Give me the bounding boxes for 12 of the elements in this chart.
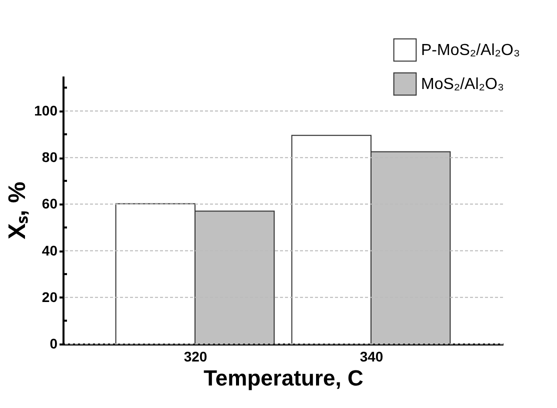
y-tick-label: 40 [42,242,58,258]
y-tick-label: 0 [50,336,58,352]
legend-label: P-MoS₂/Al₂O₃ [421,42,520,59]
legend-label: MoS₂/Al₂O₃ [421,76,504,93]
x-axis-title: Temperature, C [204,366,364,390]
y-tick-label: 20 [42,288,58,305]
y-tick-label: 100 [34,102,58,118]
y-tick-label: 80 [42,149,58,166]
y-tick-label: 60 [42,196,58,212]
x-tick-label: 320 [184,348,208,364]
x-tick-label: 340 [360,348,384,364]
y-axis-title: Xₛ, % [4,182,32,240]
